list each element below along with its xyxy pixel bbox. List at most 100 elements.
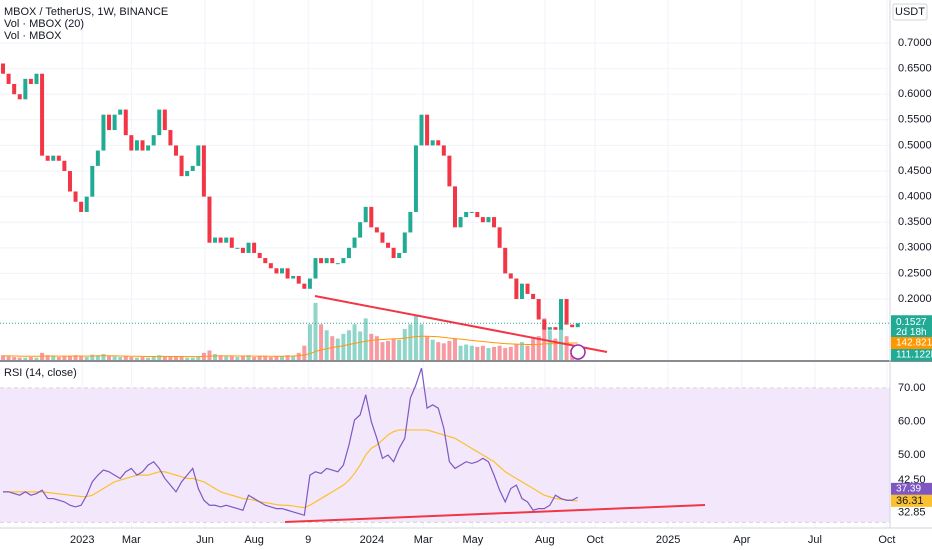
candle: [224, 237, 229, 243]
volume-bar: [475, 346, 480, 360]
candle: [101, 114, 106, 151]
volume-bar: [123, 356, 128, 360]
volume-bar: [458, 345, 463, 360]
candle: [207, 196, 212, 243]
y-tick-label: 32.85: [898, 506, 926, 518]
candle: [235, 247, 240, 249]
candle: [263, 258, 268, 264]
candle: [95, 150, 100, 166]
currency-box[interactable]: [892, 3, 928, 21]
volume-bar: [285, 355, 290, 360]
y-tick-label: 50.00: [898, 449, 926, 461]
volume-bar: [224, 356, 229, 360]
candle: [452, 186, 457, 228]
countdown: 2d 18h: [896, 327, 927, 338]
candle: [157, 109, 162, 136]
x-tick-label: Mar: [414, 534, 433, 546]
candle: [531, 293, 536, 300]
x-tick-label: Jul: [808, 534, 822, 546]
candle: [503, 247, 508, 274]
volume-bar: [469, 345, 474, 360]
candle: [363, 206, 368, 223]
volume-bar: [101, 354, 106, 360]
volume-bar: [218, 355, 223, 360]
volume-bar: [536, 336, 541, 360]
volume-bar: [196, 357, 201, 360]
volume-bar: [118, 357, 123, 360]
candle: [402, 232, 407, 253]
y-tick-label: 70.00: [898, 382, 926, 394]
candle: [12, 83, 17, 95]
volume-bar: [12, 357, 17, 360]
volume-bar: [380, 342, 385, 360]
candle: [374, 227, 379, 233]
candle: [330, 258, 335, 264]
volume-bar: [330, 336, 335, 360]
volume-bar: [291, 355, 296, 360]
x-tick-label: Apr: [733, 534, 750, 546]
candle: [497, 227, 502, 248]
volume-bar: [207, 350, 212, 360]
volume-bar: [313, 302, 318, 360]
candle: [553, 327, 558, 330]
volume-bar: [397, 339, 402, 360]
candle: [51, 155, 56, 161]
candle: [123, 109, 128, 136]
volume-bar: [274, 356, 279, 360]
candle: [62, 160, 67, 172]
y-tick-label: 0.4500: [898, 165, 932, 177]
volume-bar: [307, 324, 312, 360]
volume-bar: [497, 345, 502, 360]
price-badge-label: 0.1527: [896, 317, 927, 328]
rsi-ma-badge: [891, 494, 932, 507]
volume-bar: [531, 338, 536, 360]
candle: [23, 78, 28, 100]
volume-bar: [62, 356, 67, 360]
volume-bar: [430, 339, 435, 360]
candle: [536, 299, 541, 320]
volume-bar: [369, 333, 374, 360]
candle: [28, 78, 33, 84]
candle: [419, 114, 424, 146]
candle: [179, 155, 184, 177]
volume-bar: [1, 355, 6, 360]
volume-bar: [335, 338, 340, 360]
candle: [40, 73, 45, 156]
candle: [564, 299, 569, 325]
candle: [397, 252, 402, 259]
volume-bar: [51, 356, 56, 360]
volume-bar: [503, 348, 508, 360]
x-tick-label: Aug: [244, 534, 264, 546]
volume-bar: [112, 356, 117, 360]
alert-icon[interactable]: [570, 344, 586, 360]
candle: [151, 135, 156, 146]
candle: [570, 324, 575, 328]
x-tick-label: 2023: [70, 534, 94, 546]
trend-line: [284, 504, 706, 523]
candle: [469, 211, 474, 213]
candle: [475, 211, 480, 218]
candle: [162, 109, 167, 131]
volume-bar: [296, 352, 301, 360]
candle: [302, 283, 307, 289]
currency: USDT: [895, 6, 925, 18]
volume-bar: [363, 318, 368, 360]
volume-bar: [56, 357, 61, 360]
candle: [519, 283, 524, 300]
candle: [213, 237, 218, 243]
candle: [56, 155, 61, 161]
candle: [386, 242, 391, 248]
candle: [369, 206, 374, 228]
volume-badge: [891, 349, 932, 362]
candle: [408, 211, 413, 233]
volume-bar: [168, 357, 173, 360]
volume-bar: [519, 342, 524, 360]
volume-bar: [402, 329, 407, 360]
candle: [352, 237, 357, 248]
trend-line: [314, 295, 608, 353]
volume-bar: [229, 355, 234, 360]
volume-bar: [280, 356, 285, 360]
candle: [291, 275, 296, 279]
volume-bar: [90, 354, 95, 360]
candle: [34, 73, 39, 84]
